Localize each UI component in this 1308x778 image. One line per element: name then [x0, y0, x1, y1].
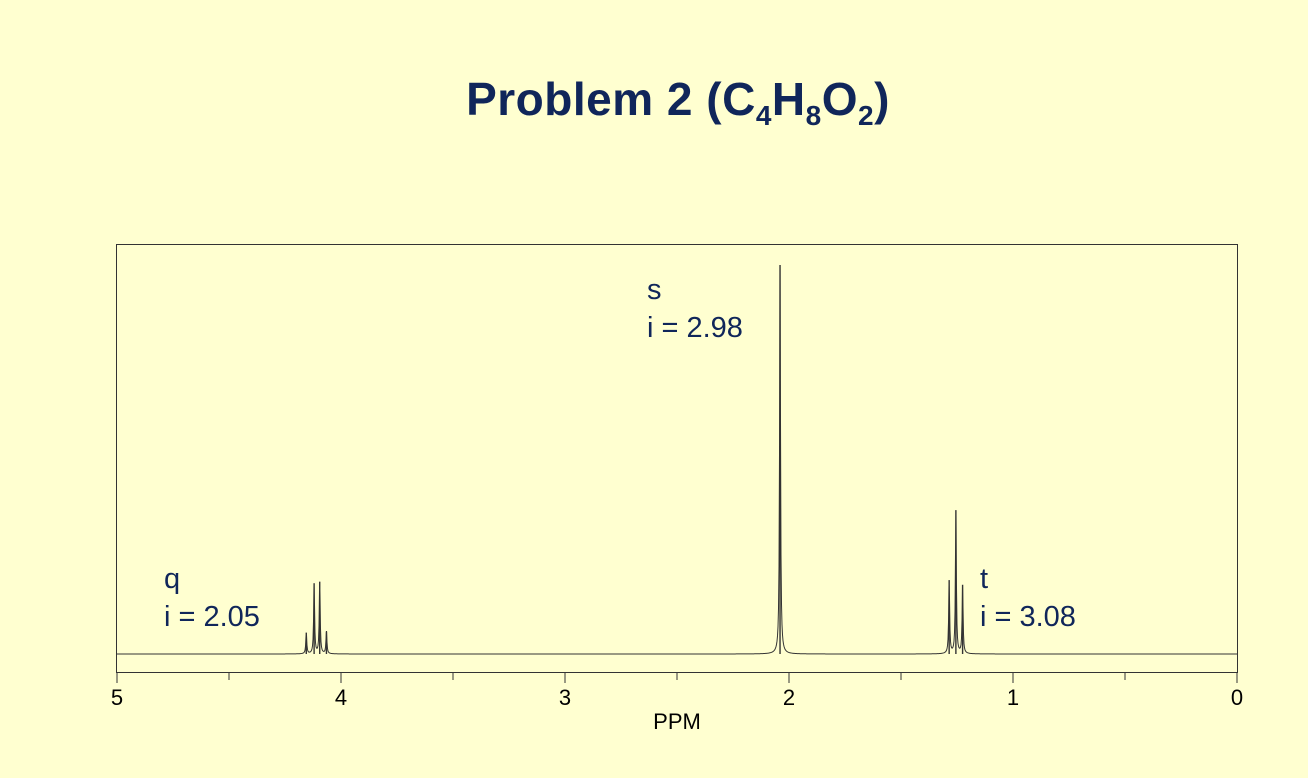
spectrum-layer [117, 265, 1237, 655]
peak-s-multiplicity: s [647, 274, 662, 306]
peak-t-multiplicity: t [980, 563, 988, 595]
peak-labels: q i = 2.05 s i = 2.98 t i = 3.08 [164, 274, 1076, 633]
peak-s-integration: i = 2.98 [647, 312, 743, 344]
spectrum-line [117, 266, 1237, 655]
plot-frame [116, 244, 1238, 673]
peak-q-integration: i = 2.05 [164, 601, 260, 633]
peak-t-integration: i = 3.08 [980, 601, 1076, 633]
x-axis: 5 4 3 2 1 0 [111, 673, 1243, 710]
tick-label-5: 5 [111, 685, 123, 710]
x-axis-title: PPM [653, 709, 701, 734]
tick-label-1: 1 [1007, 685, 1019, 710]
tick-label-4: 4 [335, 685, 347, 710]
tick-label-2: 2 [783, 685, 795, 710]
tick-label-0: 0 [1231, 685, 1243, 710]
chart-title: Problem 2 (C4H8O2) [466, 73, 890, 131]
peak-q-multiplicity: q [164, 563, 180, 595]
tick-label-3: 3 [559, 685, 571, 710]
